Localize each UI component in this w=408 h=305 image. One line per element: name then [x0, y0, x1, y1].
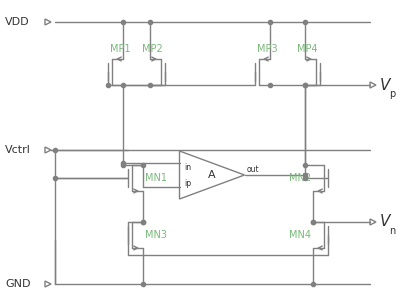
Text: VDD: VDD — [5, 17, 30, 27]
Text: A: A — [208, 170, 216, 180]
Text: MP4: MP4 — [297, 44, 318, 54]
Text: in: in — [184, 163, 192, 171]
Text: out: out — [246, 164, 259, 174]
Text: MN1: MN1 — [145, 173, 167, 183]
Text: MN4: MN4 — [289, 230, 311, 240]
Text: MP1: MP1 — [110, 44, 131, 54]
Text: V: V — [380, 214, 390, 229]
Text: Vctrl: Vctrl — [5, 145, 31, 155]
Text: MP2: MP2 — [142, 44, 163, 54]
Text: MN2: MN2 — [289, 173, 311, 183]
Text: MP3: MP3 — [257, 44, 277, 54]
Text: MN3: MN3 — [145, 230, 167, 240]
Text: GND: GND — [5, 279, 31, 289]
Text: ip: ip — [184, 178, 192, 188]
Text: n: n — [389, 226, 395, 236]
Text: p: p — [389, 89, 395, 99]
Text: V: V — [380, 77, 390, 92]
